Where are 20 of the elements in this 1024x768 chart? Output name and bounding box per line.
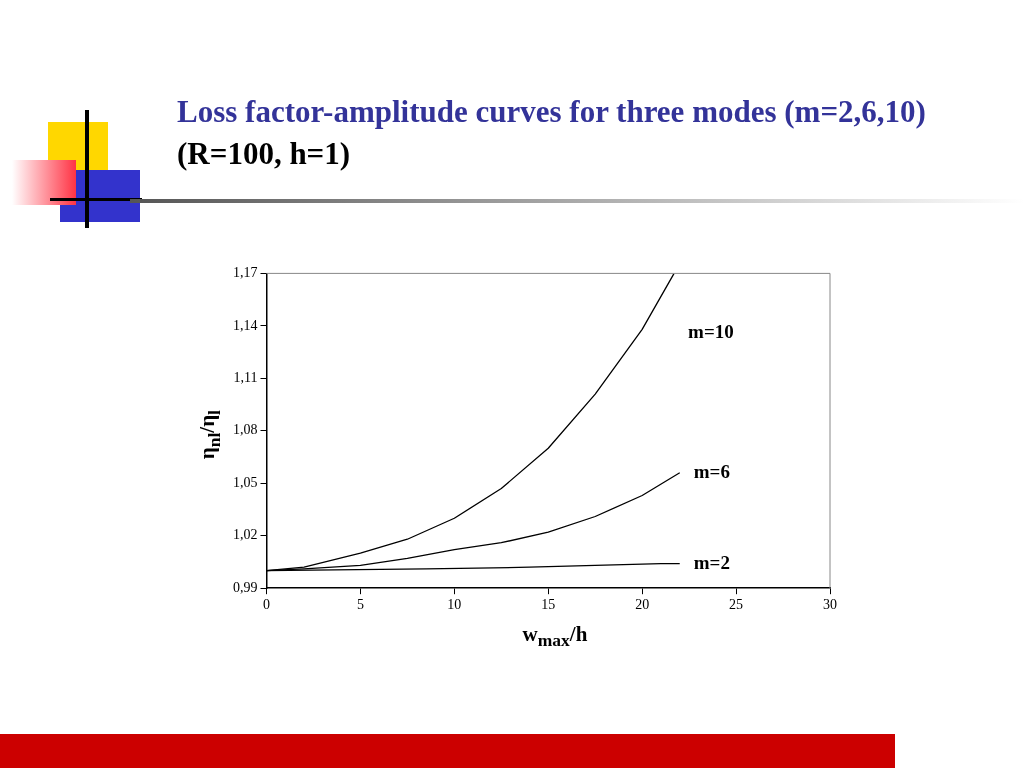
y-tick-label: 1,11 xyxy=(233,370,258,386)
x-tick-label: 10 xyxy=(447,597,462,613)
y-tick-label: 1,02 xyxy=(233,527,258,543)
x-tick-label: 5 xyxy=(356,597,364,613)
x-tick-label: 0 xyxy=(263,597,270,613)
x-tick-label: 25 xyxy=(729,597,744,613)
y-tick-label: 1,14 xyxy=(233,317,258,333)
x-tick-label: 15 xyxy=(541,597,556,613)
chart-subtitle: (R=100, h=1) xyxy=(177,136,351,172)
y-tick-label: 1,05 xyxy=(233,474,258,490)
series-label: m=10 xyxy=(688,321,734,343)
x-tick-label: 30 xyxy=(823,597,837,613)
y-tick-label: 1,17 xyxy=(233,265,258,281)
chart-title: Loss factor-amplitude curves for three modes (m=2,6,10) xyxy=(177,94,926,130)
series-label: m=2 xyxy=(693,551,730,573)
y-tick-label: 0,99 xyxy=(233,579,258,595)
x-axis-title: w$_{max}$/h xyxy=(521,622,589,652)
y-tick-label: 1,08 xyxy=(233,422,258,438)
x-tick-label: 20 xyxy=(635,597,650,613)
series-label: m=6 xyxy=(693,460,730,482)
